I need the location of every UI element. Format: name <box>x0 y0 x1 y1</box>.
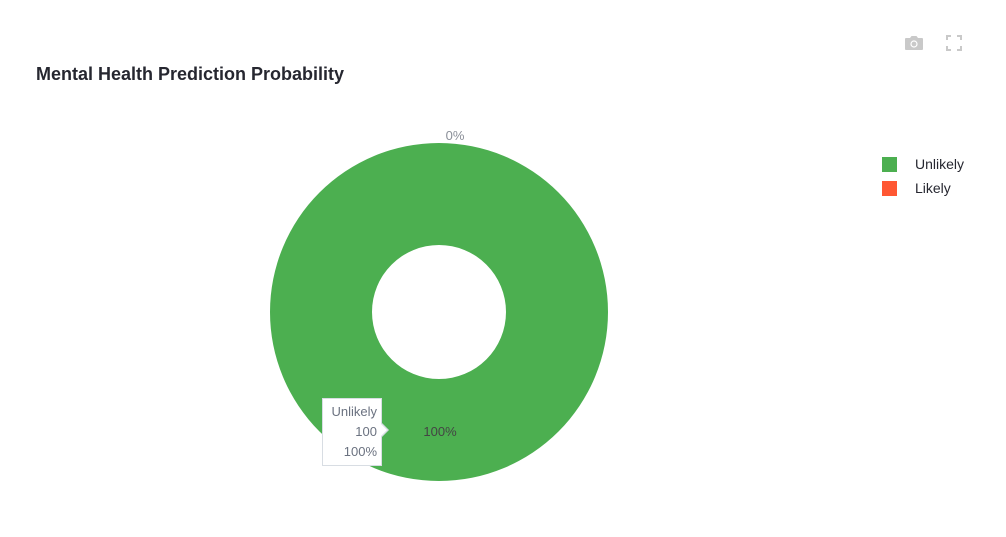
chart-legend: Unlikely Likely <box>882 152 964 200</box>
legend-swatch-unlikely <box>882 156 897 172</box>
chart-title: Mental Health Prediction Probability <box>36 64 345 84</box>
legend-item-unlikely[interactable]: Unlikely <box>882 152 964 176</box>
hover-tooltip: Unlikely 100 100% <box>322 398 389 466</box>
slice-label-likely: 0% <box>446 128 465 143</box>
slice-unlikely[interactable] <box>270 143 608 481</box>
tooltip-label: Unlikely <box>331 404 377 419</box>
legend-label-unlikely: Unlikely <box>915 156 965 172</box>
legend-swatch-likely <box>882 180 897 196</box>
legend-label-likely: Likely <box>915 180 951 196</box>
chart-toolbar <box>902 32 966 54</box>
camera-icon <box>905 36 923 50</box>
tooltip-percent: 100% <box>343 444 377 459</box>
slice-label-unlikely: 100% <box>423 424 457 439</box>
fullscreen-button[interactable] <box>942 32 966 54</box>
tooltip-arrow <box>380 422 389 438</box>
tooltip-value: 100 <box>355 424 377 439</box>
fullscreen-icon <box>946 35 962 51</box>
download-plot-button[interactable] <box>902 32 926 54</box>
legend-item-likely[interactable]: Likely <box>882 176 964 200</box>
